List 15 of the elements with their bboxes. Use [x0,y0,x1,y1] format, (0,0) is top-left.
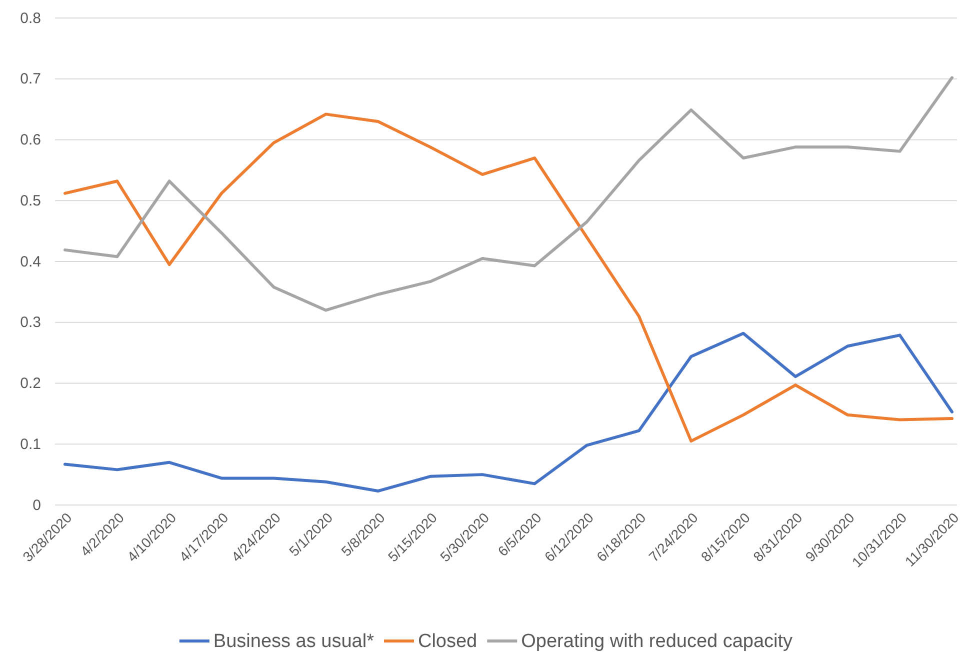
y-tick-label: 0 [32,496,41,514]
legend-label: Business as usual* [213,631,375,652]
y-tick-label: 0.8 [20,10,41,27]
y-tick-label: 0.7 [20,70,41,88]
y-tick-label: 0.5 [20,192,41,210]
legend-label: Operating with reduced capacity [521,631,794,652]
y-tick-label: 0.4 [20,253,41,270]
y-tick-label: 0.3 [20,314,41,332]
line-series [64,112,954,443]
y-tick-label: 0.1 [20,436,41,453]
y-tick-label: 0.2 [20,375,41,392]
line-series [64,332,954,492]
line-series [64,76,954,312]
y-tick-label: 0.6 [20,132,41,149]
legend-label: Closed [418,631,478,652]
